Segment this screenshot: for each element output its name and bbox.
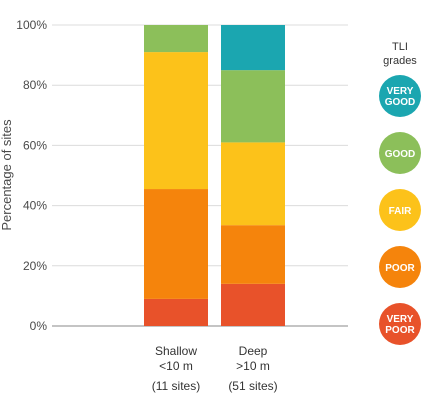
legend-title: grades xyxy=(383,55,417,67)
y-tick-label: 20% xyxy=(23,259,47,273)
x-category-label: Shallow xyxy=(155,344,197,358)
bar-segment-good xyxy=(221,70,285,143)
legend-label: VERY xyxy=(387,86,414,97)
legend-swatch-good xyxy=(379,132,421,174)
x-category-label: >10 m xyxy=(236,359,270,373)
bar-segment-good xyxy=(144,25,208,53)
x-category-label: <10 m xyxy=(159,359,193,373)
legend-swatch-poor xyxy=(379,246,421,288)
y-tick-label: 60% xyxy=(23,138,47,152)
legend-swatch-fair xyxy=(379,189,421,231)
x-category-label: (51 sites) xyxy=(228,379,277,393)
legend-label: GOOD xyxy=(385,97,416,108)
legend-label: VERY xyxy=(387,314,414,325)
legend-label: POOR xyxy=(385,263,415,274)
legend-title: TLI xyxy=(392,41,408,53)
bar-segment-very-poor xyxy=(144,298,208,326)
bar-segment-poor xyxy=(221,225,285,284)
y-tick-label: 40% xyxy=(23,199,47,213)
y-tick-label: 80% xyxy=(23,78,47,92)
bar-segment-fair xyxy=(221,142,285,226)
y-axis-label: Percentage of sites xyxy=(0,119,14,231)
legend-swatch-very-poor xyxy=(379,303,421,345)
bar-segment-very-good xyxy=(221,25,285,71)
bar-segment-poor xyxy=(144,189,208,299)
bar-segment-fair xyxy=(144,52,208,190)
x-category-label: (11 sites) xyxy=(152,379,200,393)
x-category-label: Deep xyxy=(239,344,268,358)
y-tick-label: 100% xyxy=(16,18,47,32)
legend-label: GOOD xyxy=(385,149,416,160)
legend-swatch-very-good xyxy=(379,75,421,117)
legend-label: POOR xyxy=(385,325,415,336)
bar-segment-very-poor xyxy=(221,283,285,326)
y-tick-label: 0% xyxy=(30,319,48,333)
legend-label: FAIR xyxy=(389,206,413,217)
